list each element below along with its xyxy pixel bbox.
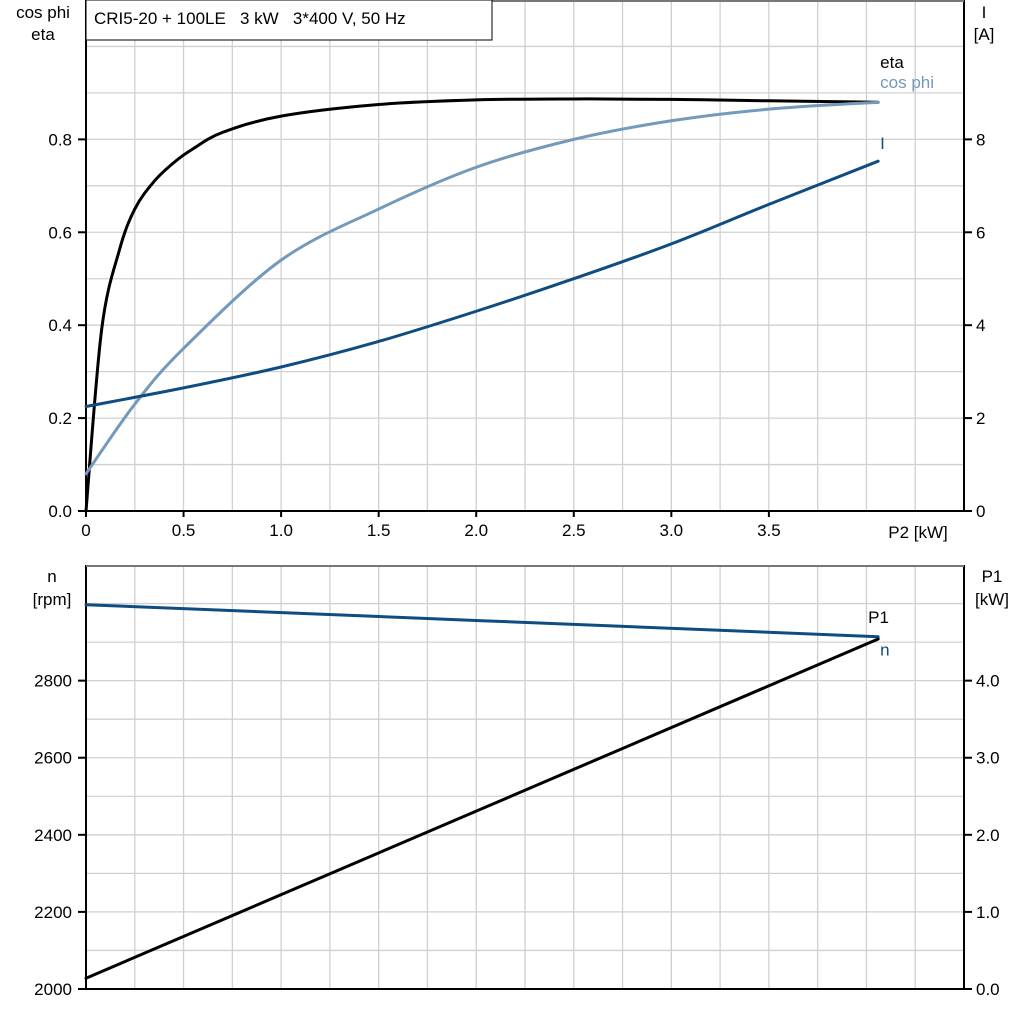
top-ylabel-right-2: [A] [974, 25, 995, 44]
top-ylabel-left-2: eta [31, 25, 55, 44]
series-line-p1 [84, 637, 880, 980]
y-tick-label-right: 2 [976, 409, 985, 428]
y-tick-label-right: 0 [976, 502, 985, 521]
y-tick-label-left: 0.8 [48, 130, 72, 149]
y-tick-label-left: 2600 [34, 749, 72, 768]
x-tick-label: 2.0 [464, 521, 488, 540]
bottom-ylabel-right-2: [kW] [975, 590, 1009, 609]
y-tick-label-right: 4.0 [976, 672, 1000, 691]
y-tick-label-left: 2000 [34, 980, 72, 999]
series-line-cos-phi [84, 100, 880, 476]
bottom-ylabel-left-1: n [47, 567, 56, 586]
bottom-ylabel-right-1: P1 [982, 567, 1003, 586]
series-line-n [84, 603, 880, 639]
bottom-ylabel-left-2: [rpm] [33, 590, 72, 609]
x-tick-label: 3.5 [757, 521, 781, 540]
top-ylabel-right-1: I [982, 3, 987, 22]
y-tick-label-left: 2800 [34, 672, 72, 691]
x-tick-label: 0 [81, 521, 90, 540]
series-label-i: I [880, 134, 885, 153]
series-line-eta [84, 97, 880, 513]
y-tick-label-left: 0.6 [48, 223, 72, 242]
top-xlabel: P2 [kW] [888, 523, 948, 542]
y-tick-label-left: 2200 [34, 903, 72, 922]
y-tick-label-right: 3.0 [976, 749, 1000, 768]
x-tick-label: 1.0 [269, 521, 293, 540]
series-label-cos-phi: cos phi [880, 73, 934, 92]
y-tick-label-right: 4 [976, 316, 985, 335]
y-tick-label-right: 2.0 [976, 826, 1000, 845]
y-tick-label-right: 0.0 [976, 980, 1000, 999]
y-tick-label-right: 8 [976, 130, 985, 149]
bottom-grid: 2000 2200 2400 2600 2800 0.0 1.0 2.0 3.0 4.0 [34, 565, 1000, 999]
y-tick-label-left: 0.4 [48, 316, 72, 335]
x-tick-label: 0.5 [172, 521, 196, 540]
series-label-n: n [880, 641, 889, 660]
x-tick-label: 2.5 [562, 521, 586, 540]
x-tick-label: 3.0 [660, 521, 684, 540]
title-box [85, 0, 493, 41]
top-ylabel-left-1: cos phi [16, 3, 70, 22]
x-tick-label: 1.5 [367, 521, 391, 540]
series-label-p1: P1 [868, 608, 889, 627]
y-tick-label-right: 1.0 [976, 903, 1000, 922]
top-grid: 0.0 0.2 0.4 0.6 0.8 0 2 4 6 8 0 0.5 1.0 1.5 2.0 2.5 3.0 3… [48, 0, 985, 540]
y-tick-label-left: 0.2 [48, 409, 72, 428]
y-tick-label-left: 0.0 [48, 502, 72, 521]
chart-title: CRI5-20 + 100LE 3 kW 3*400 V, 50 Hz [94, 9, 406, 28]
series-label-eta: eta [880, 53, 904, 72]
y-tick-label-left: 2400 [34, 826, 72, 845]
y-tick-label-right: 6 [976, 223, 985, 242]
series-line-i [84, 159, 880, 408]
